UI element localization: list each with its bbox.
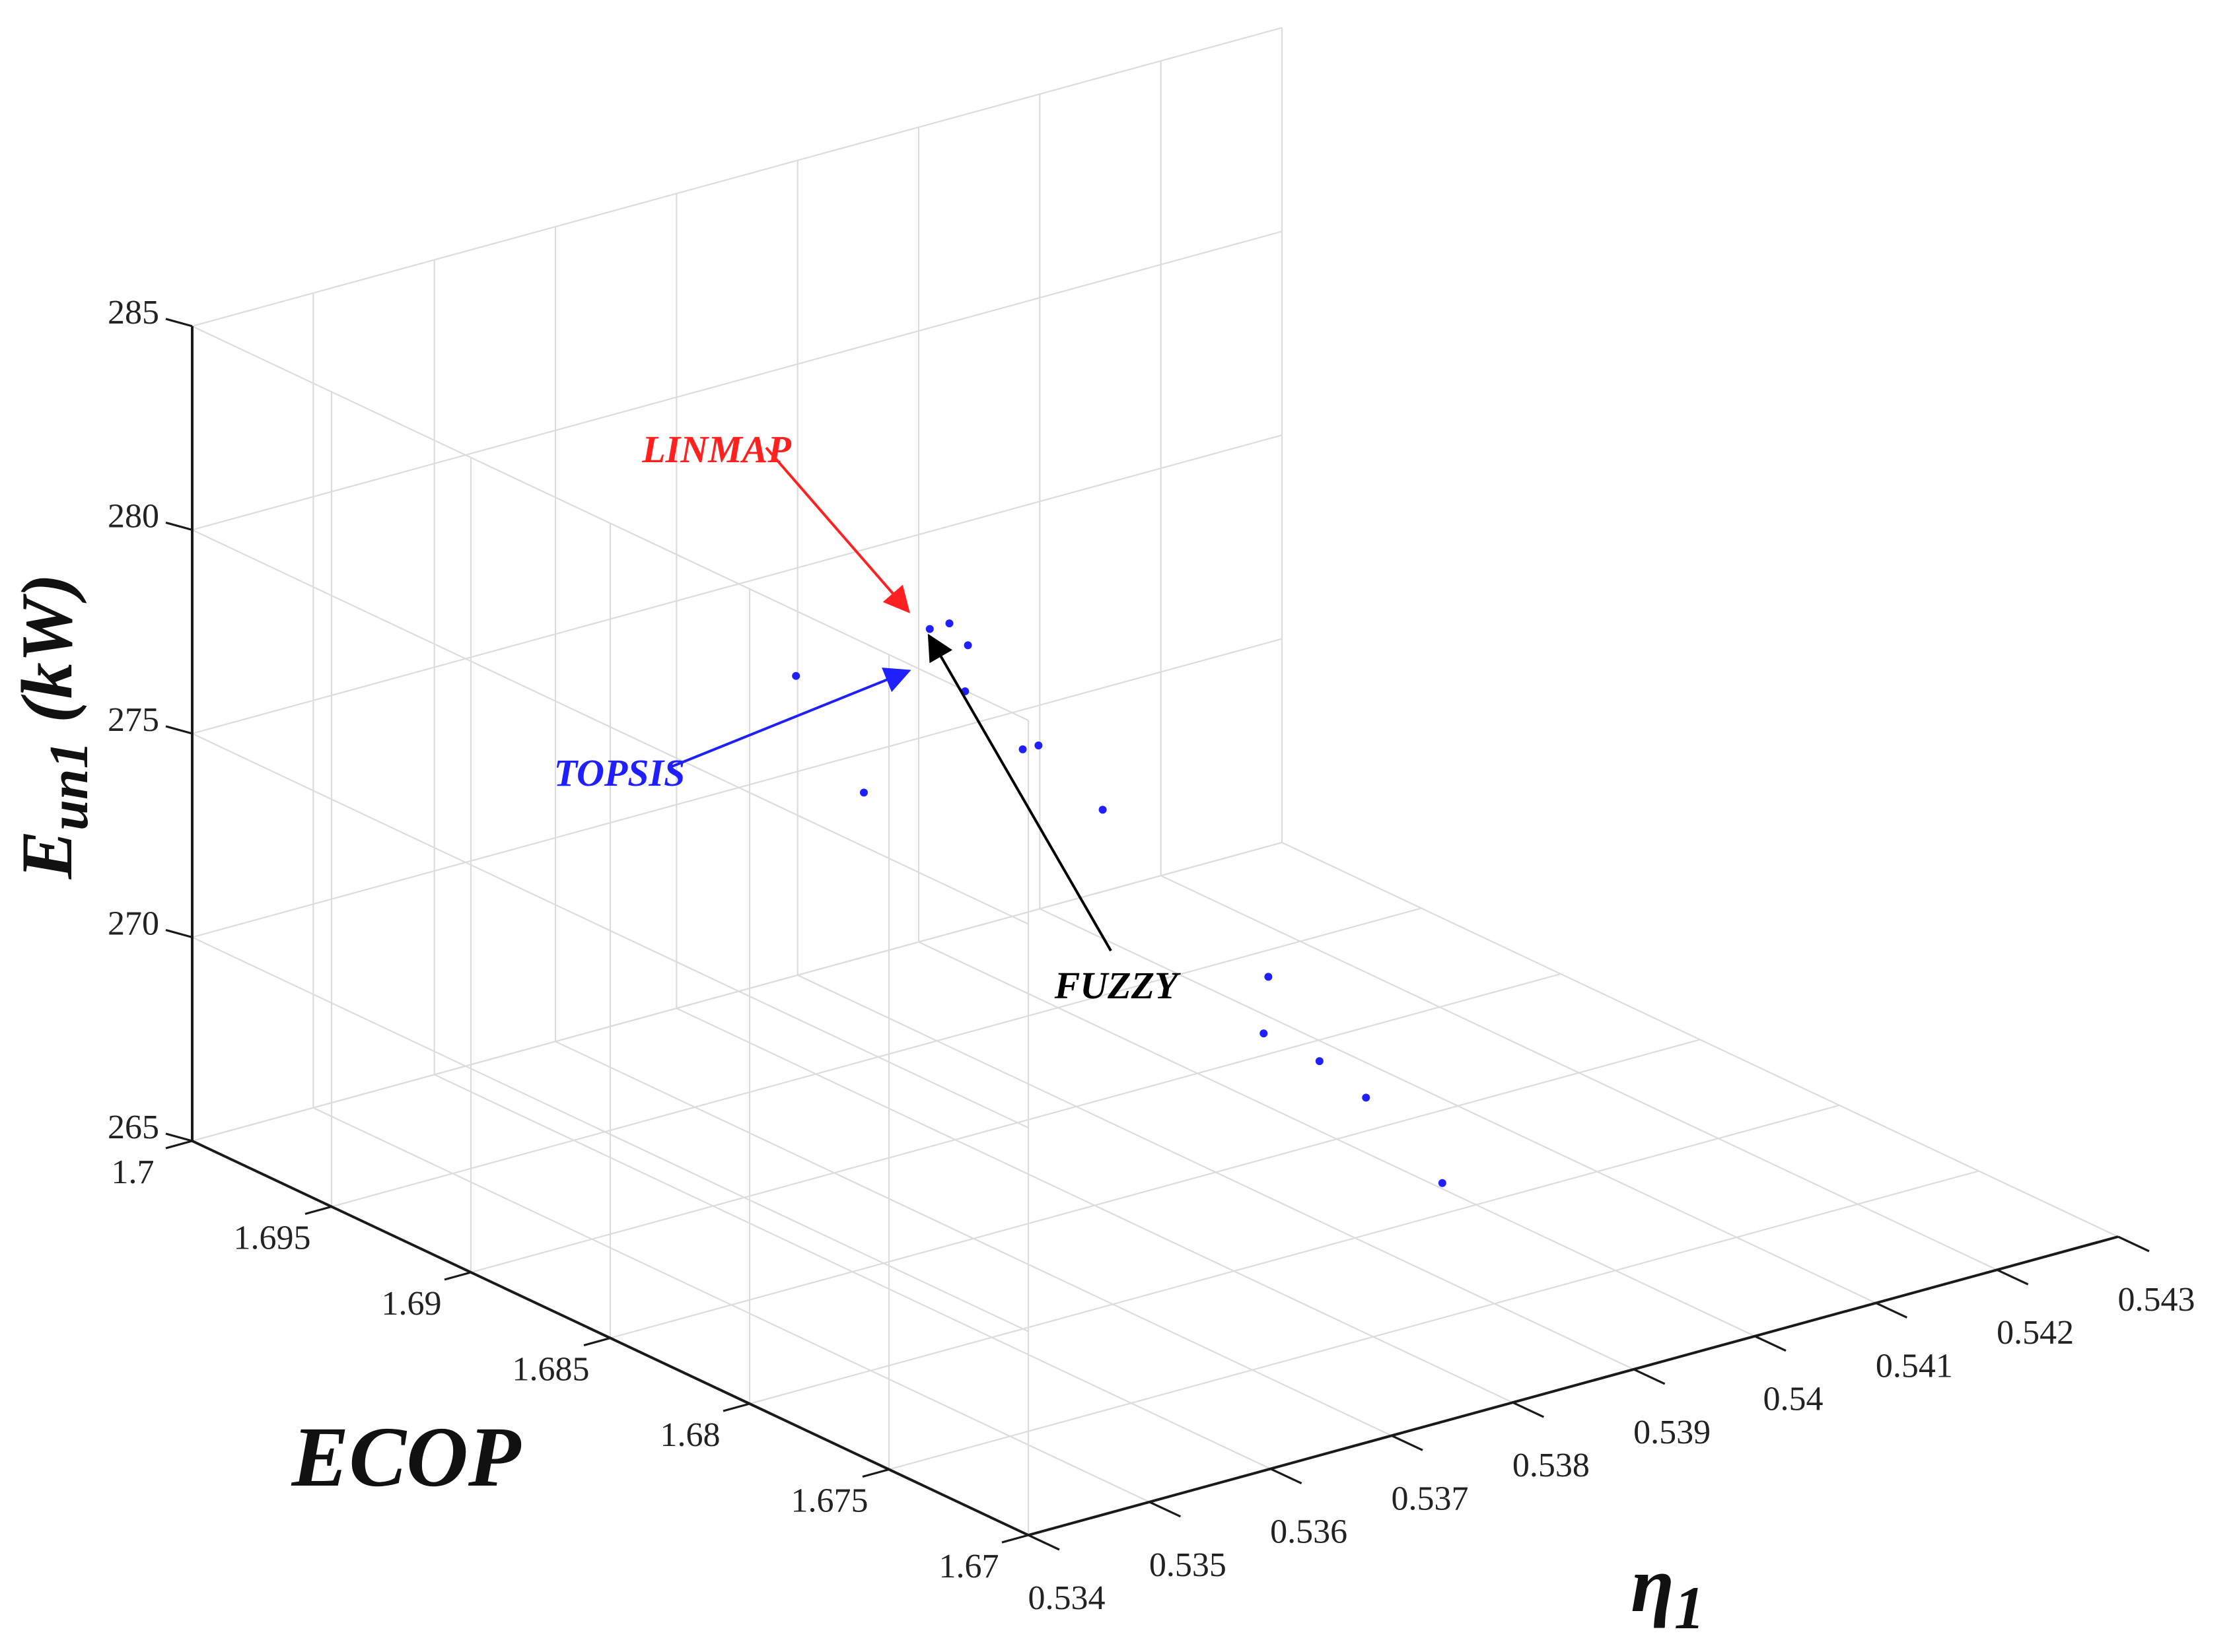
data-point: [1034, 741, 1043, 749]
z-tick: [165, 725, 193, 735]
data-point: [1259, 1029, 1268, 1038]
y-axis-title: ECOP: [291, 1410, 522, 1505]
y-tick-label: 1.67: [939, 1548, 999, 1585]
grid-line-floor-y: [470, 973, 1561, 1274]
grid-line-floor-y: [749, 1104, 1840, 1405]
grid-line-backwall-z: [192, 936, 1029, 1332]
z-tick: [165, 521, 193, 532]
y-tick: [583, 1336, 611, 1347]
grid-line-sidewall-z: [192, 434, 1283, 735]
data-point: [925, 625, 934, 633]
y-tick-label: 1.675: [791, 1482, 868, 1520]
x-tick: [1996, 1268, 2029, 1286]
data-point: [792, 671, 800, 680]
axes: [191, 326, 2119, 1536]
grid-line-sidewall-z: [192, 638, 1283, 938]
annotation-label: FUZZY: [1054, 964, 1181, 1007]
z-tick-label: 265: [108, 1109, 159, 1146]
x-tick-label: 0.536: [1270, 1513, 1347, 1551]
grid-lines: [191, 26, 2119, 1536]
x-tick: [1391, 1434, 1423, 1451]
x-tick-label: 0.535: [1149, 1546, 1226, 1584]
annotation-label: LINMAP: [641, 428, 791, 471]
z-tick-label: 270: [108, 905, 159, 943]
grid-line-floor-y: [888, 1170, 1979, 1470]
x-tick: [1754, 1335, 1787, 1352]
z-tick-label: 275: [108, 701, 159, 739]
annotation-arrow: [927, 633, 1112, 951]
z-tick: [165, 318, 193, 327]
x-axis-title: η1: [1631, 1540, 1705, 1641]
annotation-arrow: [668, 668, 911, 769]
data-point: [1018, 745, 1027, 753]
data-point: [964, 641, 972, 650]
y-tick: [862, 1468, 890, 1478]
y-tick-label: 1.68: [660, 1416, 721, 1454]
grid-line-floor-y: [331, 907, 1422, 1208]
grid-line-backwall-z: [192, 326, 1029, 721]
grid-line-sidewall-z: [192, 26, 1283, 327]
data-point: [945, 619, 954, 628]
grid-line-sidewall-z: [192, 230, 1283, 531]
x-tick: [1028, 1534, 1060, 1551]
grid-line-sidewall-z: [192, 841, 1283, 1142]
grid-line-backwall-z: [192, 733, 1029, 1128]
x-tick-label: 0.539: [1633, 1414, 1711, 1451]
z-tick-label: 285: [108, 294, 159, 331]
y-tick-label: 1.695: [234, 1220, 311, 1257]
data-point: [1438, 1179, 1446, 1187]
x-tick-label: 0.537: [1392, 1480, 1469, 1517]
data-point: [1098, 806, 1107, 814]
data-point: [1362, 1093, 1370, 1102]
y-tick-label: 1.69: [382, 1285, 442, 1323]
x-tick-label: 0.542: [1997, 1314, 2074, 1352]
x-tick: [1269, 1468, 1302, 1485]
y-tick: [444, 1271, 472, 1281]
annotation-arrow: [765, 446, 910, 613]
z-tick: [165, 1132, 193, 1142]
z-tick-label: 280: [108, 498, 159, 535]
x-tick-label: 0.534: [1028, 1579, 1106, 1617]
annotation-label: TOPSIS: [554, 751, 686, 794]
y-tick-label: 1.7: [112, 1153, 155, 1191]
y-tick-label: 1.685: [513, 1351, 590, 1389]
annotations: LINMAP TOPSIS FUZZY: [554, 428, 1181, 1007]
grid-line-backwall-z: [192, 529, 1029, 925]
x-tick-label: 0.54: [1763, 1381, 1824, 1418]
y-tick: [723, 1402, 750, 1412]
y-tick: [165, 1140, 193, 1150]
x-tick: [1149, 1501, 1182, 1518]
x-tick: [2117, 1235, 2150, 1253]
x-tick: [1633, 1368, 1666, 1385]
x-tick: [1512, 1401, 1545, 1418]
x-tick-label: 0.543: [2118, 1281, 2195, 1319]
x-axis-line: [1028, 1235, 2119, 1536]
x-tick-label: 0.541: [1876, 1347, 1953, 1385]
grid-line-floor-y: [610, 1039, 1701, 1339]
x-tick-label: 0.538: [1512, 1447, 1590, 1484]
x-tick: [1875, 1301, 1908, 1319]
tick-labels: 0.534 0.535 0.536 0.537 0.538 0.539 0.54 0.541 0…: [108, 294, 2195, 1617]
y-tick: [304, 1205, 332, 1216]
data-point: [1315, 1057, 1324, 1066]
y-tick: [1001, 1534, 1029, 1544]
z-axis-title: Eun1 (kW): [7, 574, 100, 879]
data-point: [859, 788, 868, 797]
data-points: [792, 619, 1446, 1187]
z-tick: [165, 928, 193, 939]
data-point: [1264, 973, 1273, 981]
